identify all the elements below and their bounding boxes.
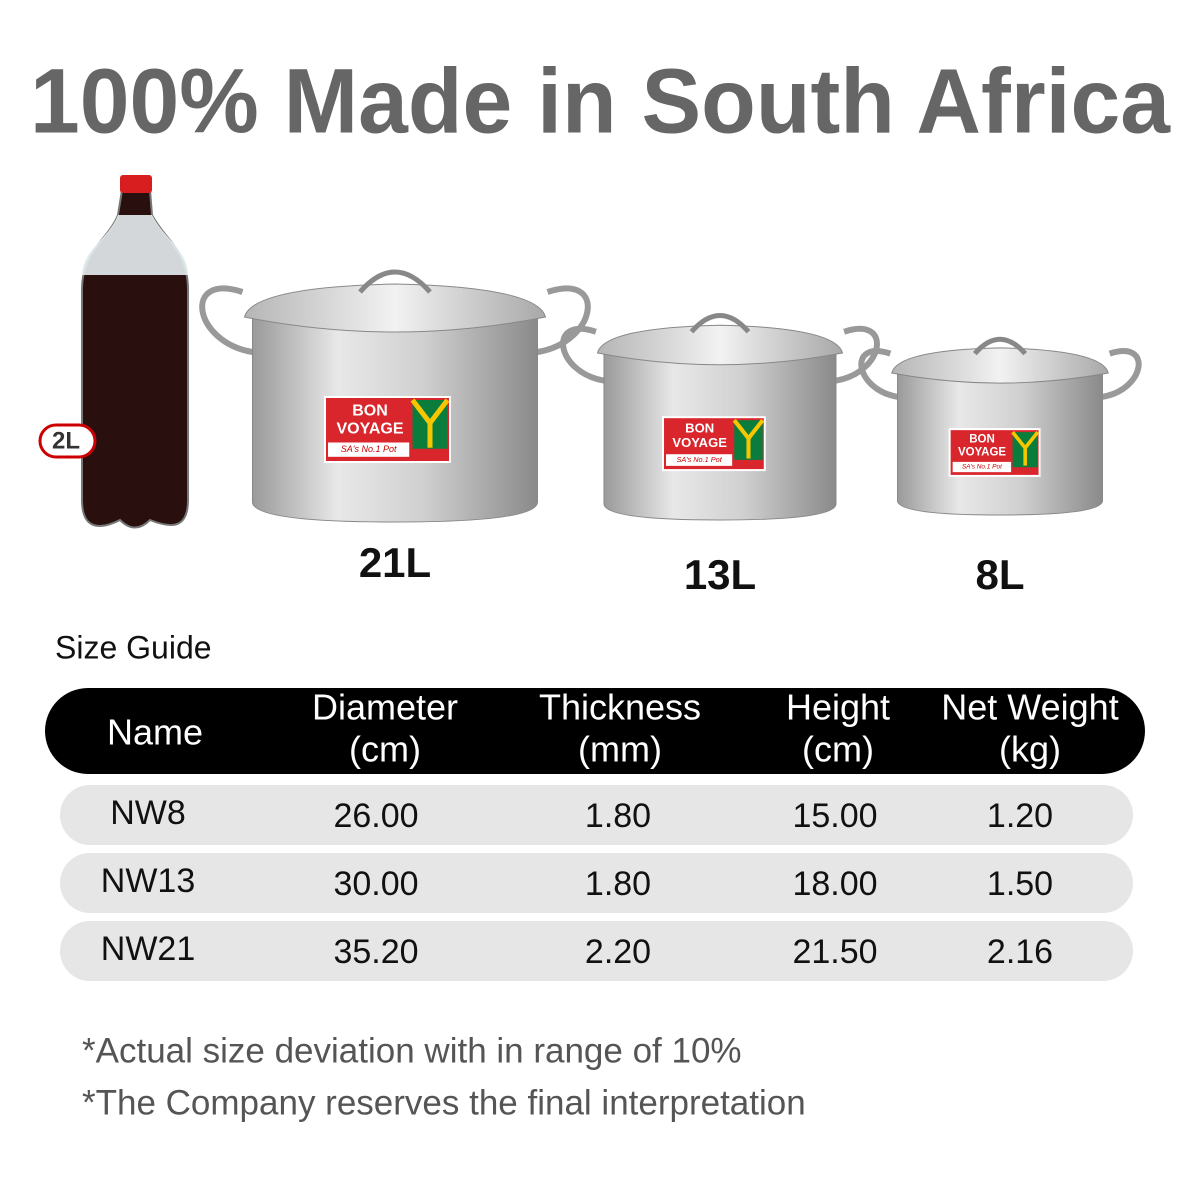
pot-handle [1101,348,1142,400]
bottle-cap [120,175,152,193]
table-row [60,921,1133,981]
header-cell: Diameter [312,687,458,728]
table-cell: 18.00 [792,865,877,903]
header-unit: (cm) [349,729,421,770]
flag-y [732,418,765,459]
pot-handle [536,285,591,355]
note: *Actual size deviation with in range of … [82,1031,742,1070]
header-cell: Height [786,687,890,728]
pot-size: 13L [684,551,756,598]
table-header [45,688,1145,774]
tagline: SA's No.1 Pot [676,455,722,464]
pot-size: 21L [359,539,431,586]
table-cell: NW21 [101,930,195,968]
pot-lid [596,324,844,366]
table-cell: 15.00 [792,797,877,835]
pot-lid [243,283,547,333]
table-cell: 26.00 [333,797,418,835]
table-cell: 1.80 [585,865,651,903]
table-cell: 30.00 [333,865,418,903]
tagline: SA's No.1 Pot [341,444,397,454]
table-cell: 1.50 [987,865,1053,903]
pot-lid [891,347,1109,384]
brand-text: VOYAGE [337,421,404,438]
table-cell: 35.20 [333,933,418,971]
pot-size: 8L [975,551,1024,598]
note: *The Company reserves the final interpre… [82,1083,806,1122]
table-caption: Size Guide [55,629,212,665]
lid-knob [689,313,751,334]
header-cell: Net Weight [941,687,1118,728]
table-row [60,853,1133,913]
bottle-label-bg [38,423,97,459]
tagline-bg [952,461,1012,473]
pot-handle [560,325,605,384]
table-row [60,785,1133,845]
flag-y [1011,431,1040,466]
brand-text: BON [352,403,388,420]
brand-text: BON [969,433,995,445]
brand-text: BON [685,420,714,435]
header-unit: (kg) [999,729,1061,770]
pot-handle [835,325,880,384]
header-unit: (mm) [578,729,662,770]
table-cell: 1.20 [987,797,1053,835]
lid-knob [358,269,432,294]
table-cell: 21.50 [792,933,877,971]
header-cell: Thickness [539,687,701,728]
tagline: SA's No.1 Pot [962,464,1003,471]
lid-knob [972,336,1028,356]
title: 100% Made in South Africa [30,50,1171,152]
tagline-bg [666,454,733,466]
bottle-neck [82,215,188,275]
flag-y [410,398,450,448]
header-unit: (cm) [802,729,874,770]
table-cell: 1.80 [585,797,651,835]
brand-text: VOYAGE [958,447,1006,459]
tagline-bg [328,442,410,457]
pot-handle [858,348,899,400]
bottle-label: 2L [52,427,80,454]
header-cell: Name [107,712,203,753]
table-cell: NW8 [110,794,186,832]
brand-text: VOYAGE [672,435,727,450]
pot-handle [199,285,254,355]
table-cell: 2.20 [585,933,651,971]
table-cell: 2.16 [987,933,1053,971]
table-cell: NW13 [101,862,195,900]
